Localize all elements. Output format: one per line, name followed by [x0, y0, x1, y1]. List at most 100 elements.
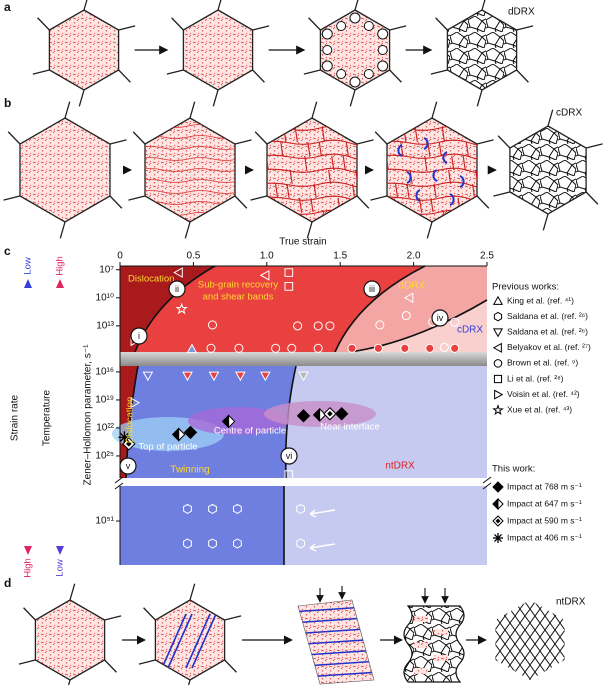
data-point [325, 321, 335, 331]
marker-shape [439, 342, 449, 352]
grain-boundary [138, 659, 156, 665]
legend-marker [492, 404, 504, 416]
data-point [439, 342, 449, 352]
data-point [287, 343, 297, 353]
grain-boundary [516, 25, 534, 31]
marker-shape [208, 371, 220, 382]
marker-shape [313, 343, 323, 353]
marker-shape [313, 321, 323, 331]
sub-grain-line [387, 139, 477, 147]
x-tick-label: 1.0 [260, 251, 274, 262]
arrow-head [24, 546, 32, 555]
grain-boundary [476, 139, 494, 145]
data-point [298, 371, 309, 382]
data-point [208, 538, 217, 549]
panel-label: c [4, 244, 11, 258]
caption: dDRX [508, 7, 535, 18]
sub-grain-line [310, 197, 314, 213]
y-tick-label: 10⁷ [99, 264, 114, 275]
sub-grain-line [387, 195, 477, 203]
marker-shape [492, 404, 504, 416]
grain-boundary [234, 195, 248, 209]
marker-shape [401, 311, 411, 321]
marker-shape [233, 503, 242, 514]
grain-boundary [166, 69, 184, 75]
pointer-arrow [309, 509, 336, 552]
legend-marker [492, 295, 504, 305]
grain-boundary [128, 195, 146, 201]
grain-boundary [435, 17, 448, 31]
marker-shape [375, 320, 385, 330]
data-point [183, 425, 198, 440]
marker-shape [259, 371, 271, 382]
axis-break [114, 476, 492, 490]
grain-boundary [354, 0, 359, 11]
stage-label: v [126, 461, 131, 471]
sub-grain-line [448, 169, 452, 185]
stage-label: iii [369, 284, 375, 294]
marker-shape [334, 407, 349, 421]
marker-shape [400, 343, 410, 353]
data-point [182, 371, 193, 382]
data-point [206, 343, 216, 353]
marker-shape [173, 267, 183, 278]
new-grain [322, 45, 333, 55]
sub-grain-line [286, 183, 290, 199]
grain-boundary [171, 17, 184, 31]
marker-shape [186, 343, 198, 354]
data-point [221, 414, 236, 429]
marker-shape [172, 427, 180, 442]
new-grain-arc [415, 189, 421, 202]
data-point [347, 343, 357, 353]
sub-grain-line [334, 211, 338, 222]
grain-boundary [18, 659, 36, 665]
sub-grain-line [298, 197, 303, 213]
sub-grain-line [331, 155, 335, 171]
sub-grain-line [462, 155, 466, 171]
sub-grain-line [451, 155, 455, 171]
marker-shape [492, 342, 502, 353]
sub-grain-line [361, 128, 363, 142]
grain [154, 599, 226, 681]
data-point [450, 317, 460, 327]
highlight [188, 407, 288, 435]
grain-boundary [7, 131, 21, 145]
stage-marker [168, 280, 186, 298]
sub-grain-line [289, 169, 293, 185]
new-grain [321, 60, 333, 72]
region-label: dDRX [399, 281, 426, 292]
residual-texture [434, 655, 448, 661]
grain-boundary [32, 69, 50, 75]
legend-title: Previous works: [492, 282, 559, 293]
arrow-end-label: Low [55, 559, 66, 577]
data-point [425, 343, 435, 353]
marker-shape [206, 343, 216, 353]
sub-grain-line [267, 153, 357, 161]
marker-shape [312, 407, 321, 423]
data-point [235, 371, 246, 382]
grain-boundary [104, 659, 117, 673]
sub-grain-line [145, 157, 235, 161]
x-tick-label: 1.5 [333, 251, 347, 262]
sub-grain-line [145, 179, 235, 183]
grain-boundary [252, 25, 270, 31]
sub-grain-line [395, 183, 399, 199]
grain-boundary [187, 679, 191, 685]
data-point [373, 343, 383, 353]
sub-grain-line [318, 141, 322, 157]
legend-label: Voisin et al. (ref. ⁴²) [507, 389, 580, 399]
y-tick-label: 10²² [96, 423, 114, 434]
new-grain [349, 12, 361, 24]
new-grain [336, 21, 347, 31]
region-label: Dislocation [128, 274, 174, 285]
arrow-head [56, 279, 64, 288]
y-tick-label: 10¹⁰ [96, 292, 114, 303]
legend-marker [492, 342, 502, 353]
marker-shape [119, 432, 130, 442]
sub-grain-line [145, 168, 235, 172]
x-tick-label: 2.5 [480, 251, 494, 262]
marker-shape [403, 292, 414, 304]
transition-band [120, 352, 487, 366]
legend-marker [493, 533, 503, 543]
sub-grain-line [387, 155, 389, 171]
